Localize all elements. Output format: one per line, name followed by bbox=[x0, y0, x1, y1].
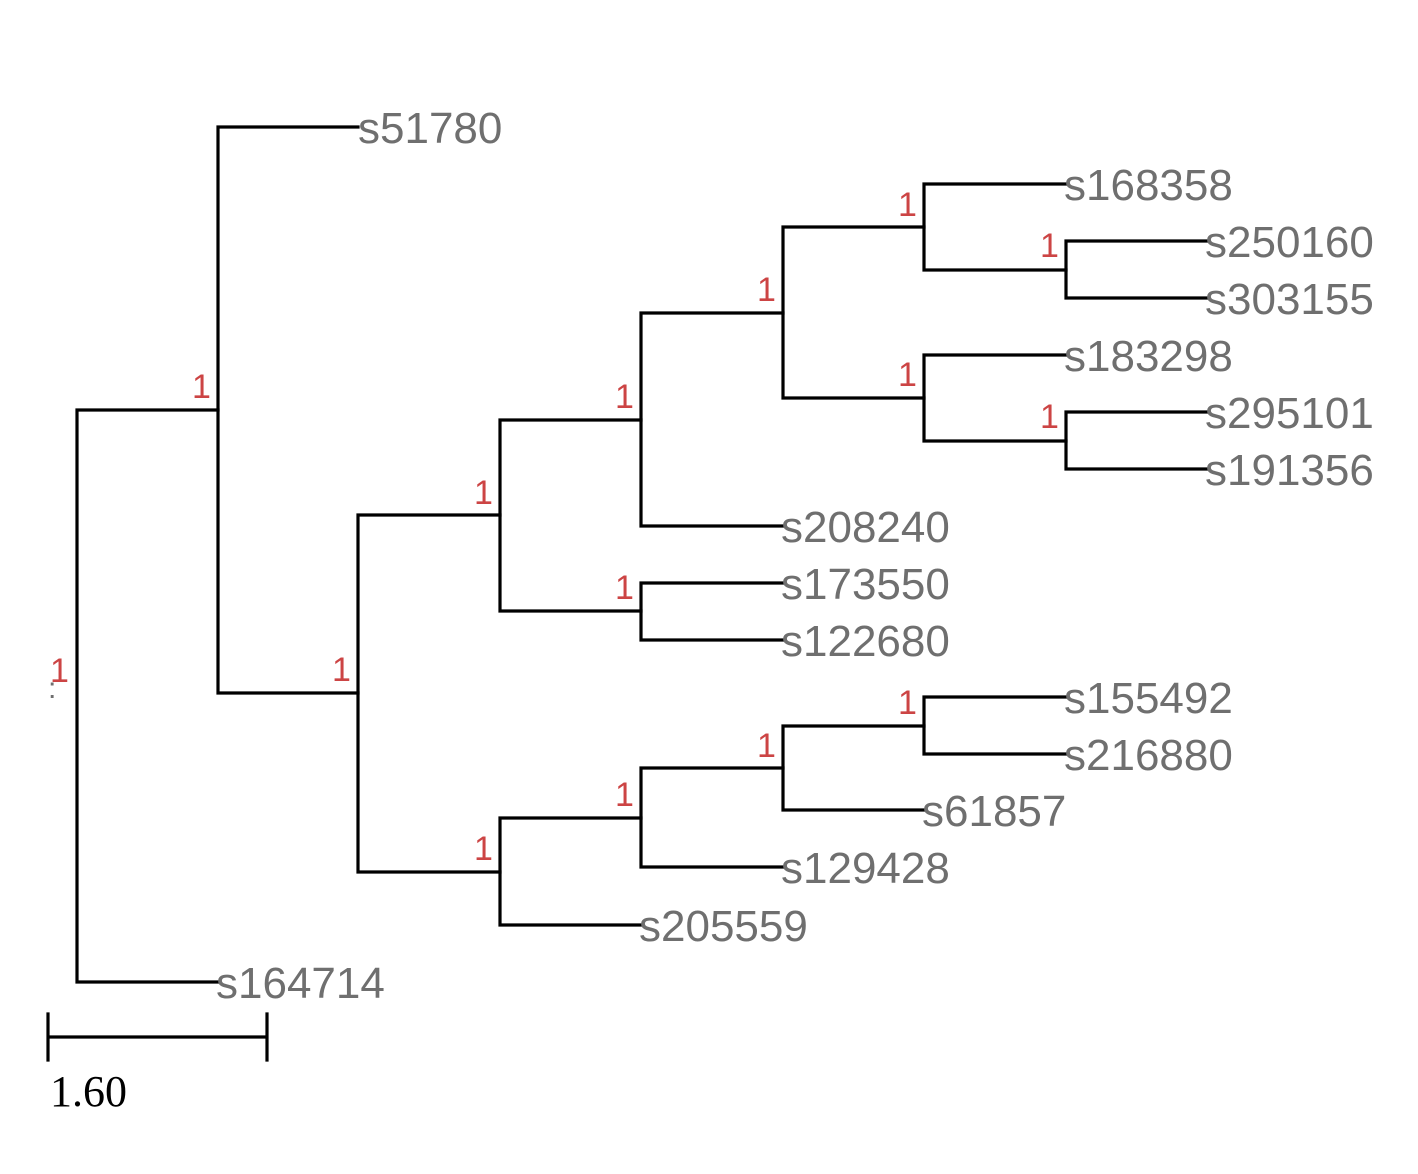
support-node-i: 1 bbox=[1040, 398, 1059, 436]
branch-node-g bbox=[1064, 239, 1209, 300]
support-node-d: 1 bbox=[615, 378, 634, 416]
support-node-l: 1 bbox=[615, 776, 634, 814]
leaf-labels: s51780 s168358 s250160 s303155 s183298 s… bbox=[216, 104, 1374, 1008]
branch-node-j bbox=[639, 581, 785, 642]
branch-node-c bbox=[498, 418, 643, 613]
branch-node-h bbox=[922, 353, 1068, 443]
support-node-a: 1 bbox=[192, 368, 211, 406]
branch-node-f bbox=[922, 182, 1068, 272]
leaf-label: s183298 bbox=[1064, 332, 1233, 381]
leaf-label: s173550 bbox=[781, 560, 950, 609]
branch-node-i bbox=[1064, 410, 1209, 471]
support-values: 1 1 1 1 1 1 1 1 1 1 1 1 1 1 1 bbox=[50, 186, 1059, 868]
leaf-label: s295101 bbox=[1205, 389, 1374, 438]
root-marker: : bbox=[48, 672, 56, 705]
leaf-label: s51780 bbox=[358, 104, 502, 153]
branch-node-a bbox=[216, 125, 360, 695]
branch-root bbox=[75, 408, 220, 984]
leaf-label: s168358 bbox=[1064, 161, 1233, 210]
scale-bar-label: 1.60 bbox=[50, 1067, 127, 1116]
branch-node-m bbox=[781, 724, 926, 812]
support-root: 1 bbox=[50, 652, 69, 690]
leaf-label: s303155 bbox=[1205, 275, 1374, 324]
scale-bar: 1.60 bbox=[46, 1012, 269, 1116]
branch-node-b bbox=[356, 513, 502, 874]
leaf-label: s250160 bbox=[1205, 218, 1374, 267]
leaf-label: s155492 bbox=[1064, 674, 1233, 723]
support-node-g: 1 bbox=[1040, 227, 1059, 265]
leaf-label: s205559 bbox=[639, 902, 808, 951]
support-node-k: 1 bbox=[474, 830, 493, 868]
branch-node-d bbox=[639, 311, 785, 528]
leaf-label: s164714 bbox=[216, 959, 385, 1008]
support-node-h: 1 bbox=[898, 356, 917, 394]
leaf-label: s208240 bbox=[781, 503, 950, 552]
tree-branches bbox=[75, 125, 1209, 984]
branch-node-k bbox=[498, 816, 643, 927]
support-node-f: 1 bbox=[898, 186, 917, 224]
support-node-c: 1 bbox=[474, 474, 493, 512]
leaf-label: s61857 bbox=[922, 787, 1066, 836]
scale-bar-line bbox=[46, 1012, 269, 1062]
leaf-label: s191356 bbox=[1205, 446, 1374, 495]
support-node-m: 1 bbox=[757, 727, 776, 765]
support-node-e: 1 bbox=[757, 271, 776, 309]
support-node-n: 1 bbox=[898, 684, 917, 722]
support-node-j: 1 bbox=[615, 569, 634, 607]
leaf-label: s122680 bbox=[781, 617, 950, 666]
branch-node-l bbox=[639, 766, 785, 869]
support-node-b: 1 bbox=[332, 651, 351, 689]
branch-node-n bbox=[922, 695, 1068, 756]
leaf-label: s216880 bbox=[1064, 731, 1233, 780]
branch-node-e bbox=[781, 225, 926, 400]
leaf-label: s129428 bbox=[781, 844, 950, 893]
